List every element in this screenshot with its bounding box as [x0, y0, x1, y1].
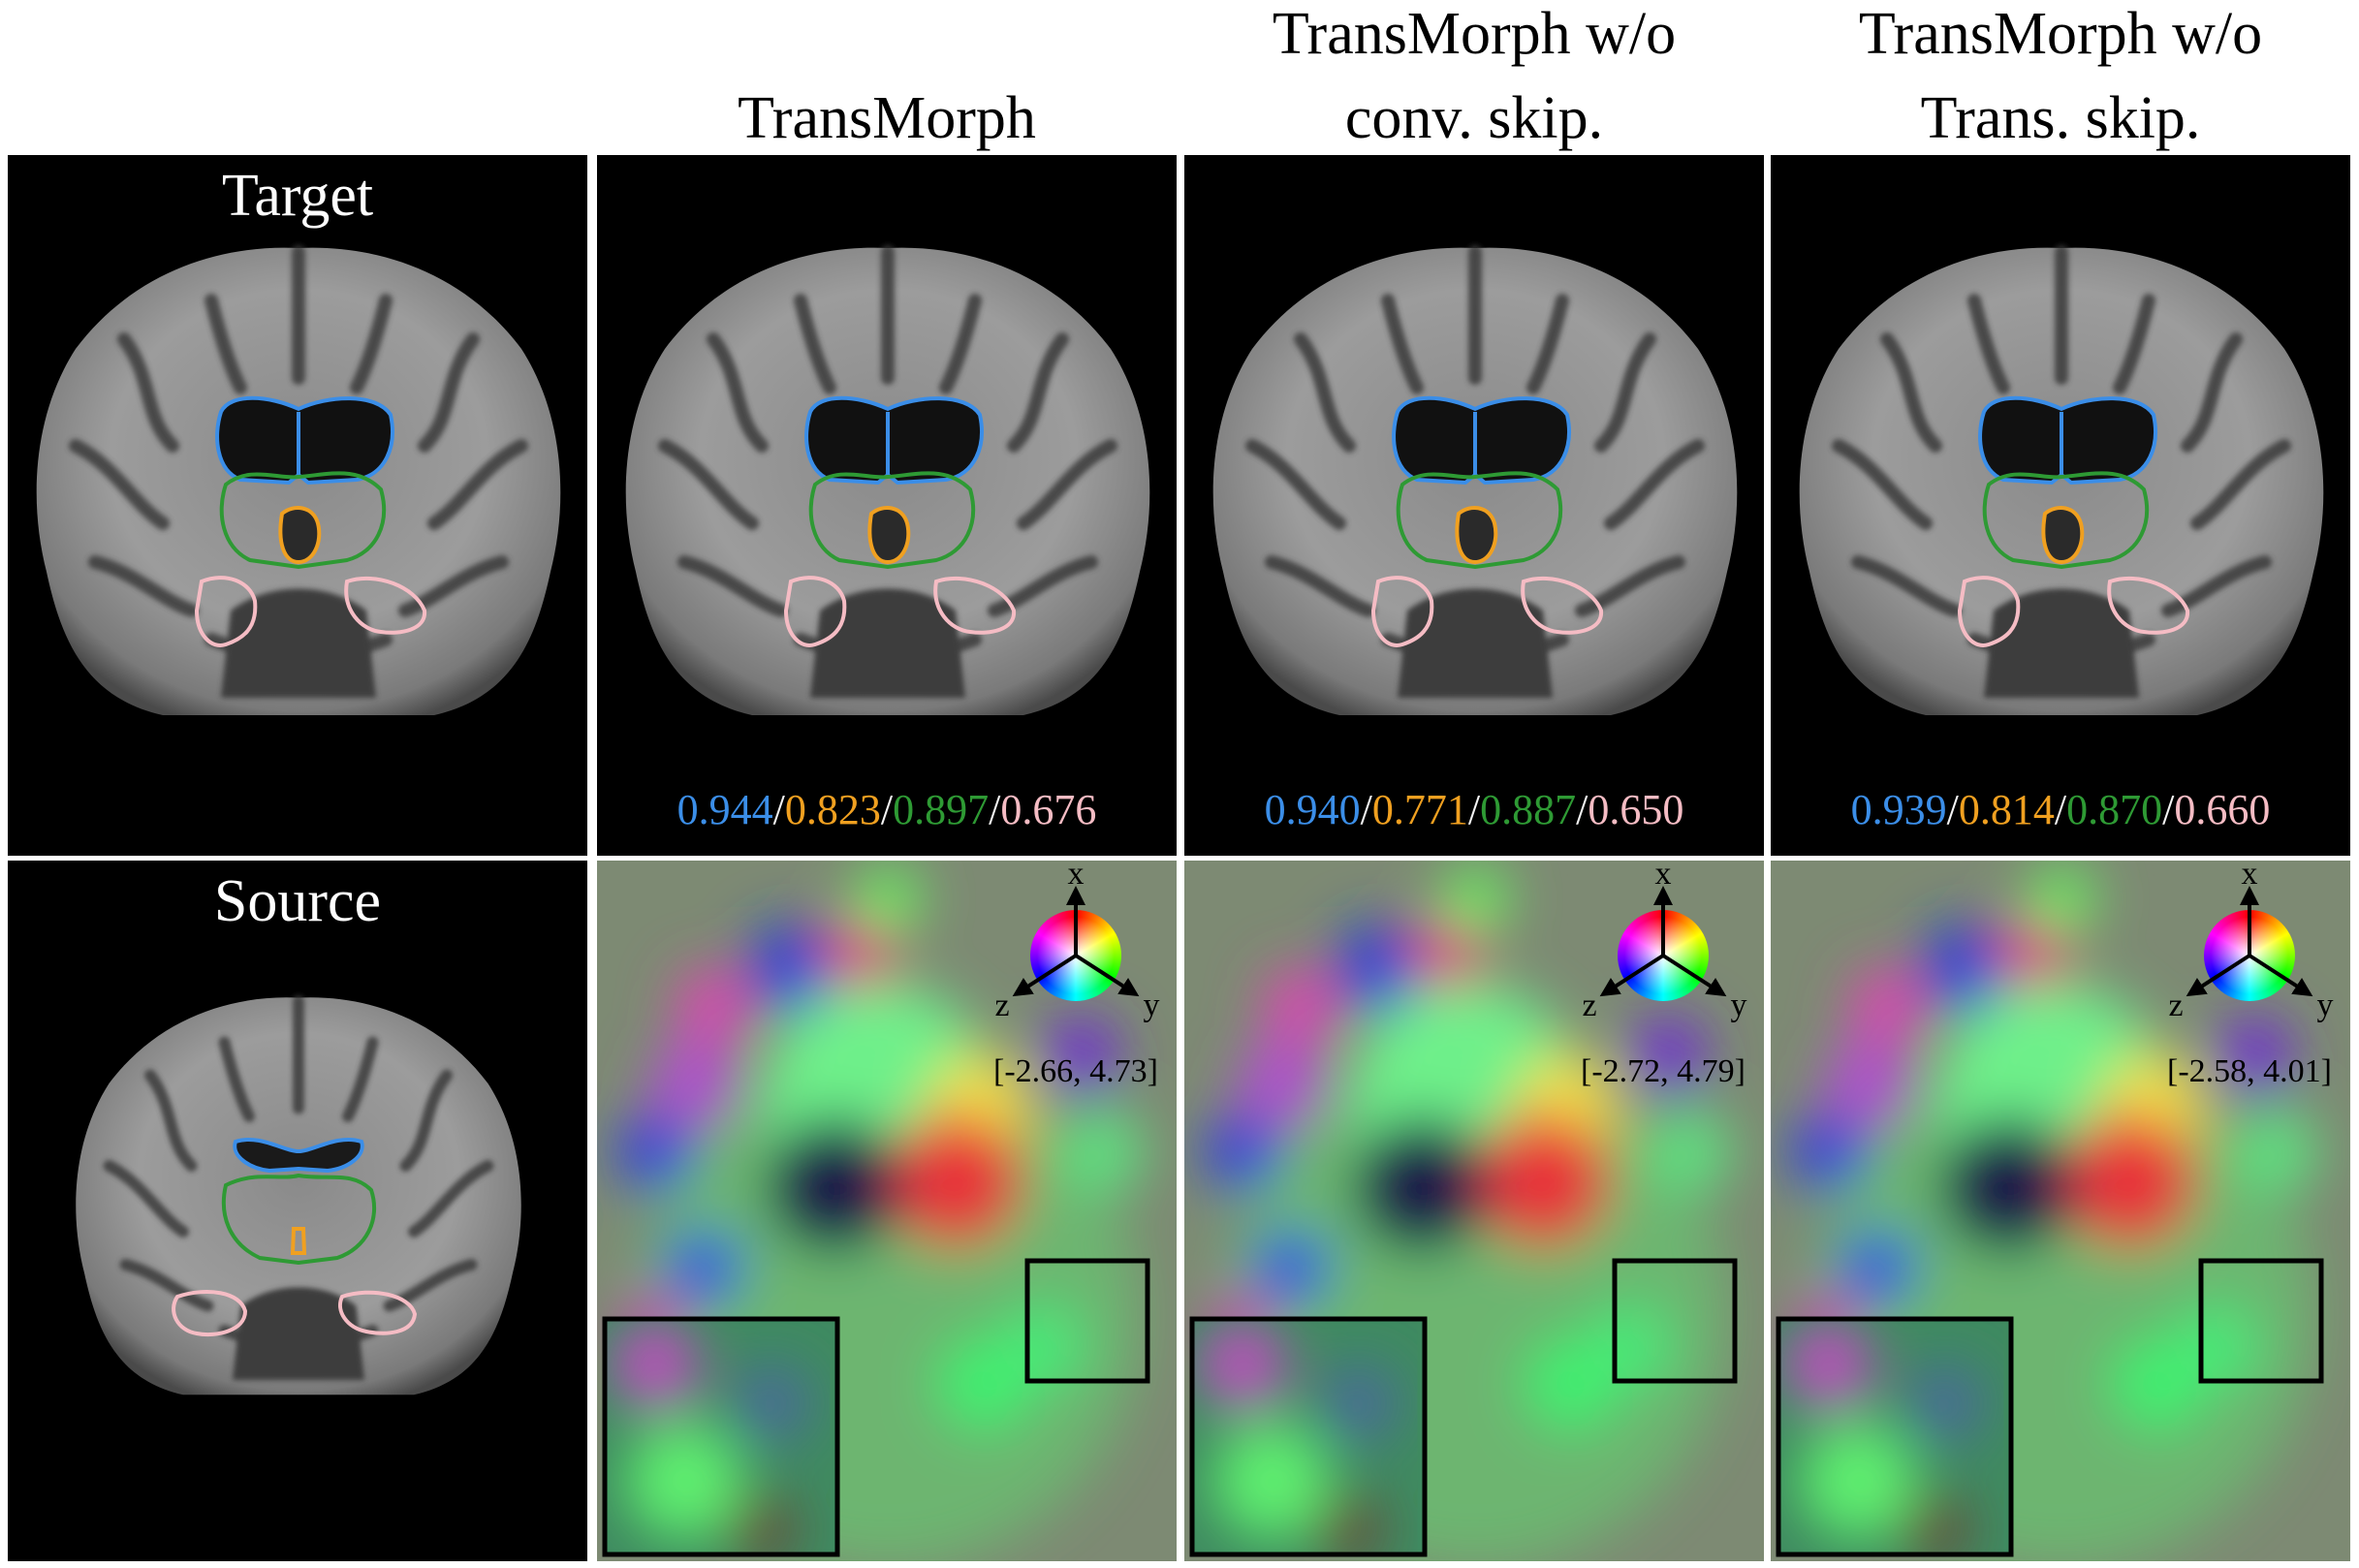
axis-label: z: [2168, 988, 2183, 1023]
separator: /: [2162, 786, 2175, 833]
axis-arrow: [1012, 954, 1078, 997]
column-title: TransMorph w/o: [1273, 1, 1676, 67]
axis-label: y: [1144, 988, 1160, 1023]
warped-panel: 0.939/0.814/0.870/0.660: [1771, 155, 2350, 856]
column-title: Trans. skip.: [1921, 85, 2201, 151]
dice-score: 0.870: [2066, 786, 2162, 833]
axis-arrow: [1074, 954, 1140, 997]
range-label: [-2.66, 4.73]: [993, 1053, 1158, 1089]
range-label: [-2.72, 4.79]: [1581, 1053, 1746, 1089]
column-title: TransMorph w/o: [1859, 1, 2262, 67]
separator: /: [1947, 786, 1960, 833]
axis-label: y: [2317, 988, 2334, 1023]
range-label: [-2.58, 4.01]: [2167, 1053, 2332, 1089]
axis-label: x: [2242, 856, 2258, 892]
separator: /: [881, 786, 894, 833]
target-panel: Target: [8, 155, 587, 856]
warped-panel: 0.944/0.823/0.897/0.676: [597, 155, 1177, 856]
dice-score: 0.660: [2174, 786, 2270, 833]
dice-score: 0.771: [1372, 786, 1468, 833]
separator: /: [1361, 786, 1373, 833]
dice-score: 0.814: [1959, 786, 2055, 833]
axis-label: z: [1582, 988, 1596, 1023]
axis-arrow: [1661, 954, 1727, 997]
source-panel: Source: [8, 861, 587, 1561]
image: [76, 997, 521, 1395]
dice-score: 0.823: [785, 786, 881, 833]
row-label: Source: [214, 868, 381, 934]
image: [1800, 248, 2324, 715]
separator: /: [1468, 786, 1481, 833]
axis-label: z: [994, 988, 1009, 1023]
separator: /: [1576, 786, 1588, 833]
dice-score: 0.944: [677, 786, 773, 833]
image: [1213, 248, 1738, 715]
image: [37, 248, 561, 715]
dice-score: 0.650: [1588, 786, 1683, 833]
image: [626, 248, 1150, 715]
axis-arrow: [2186, 954, 2251, 997]
row-label: Target: [222, 163, 373, 229]
dice-score: 0.676: [1000, 786, 1096, 833]
axis-arrow: [2248, 954, 2313, 997]
column-title: TransMorph: [738, 85, 1036, 151]
axis-label: x: [1068, 856, 1085, 892]
separator: /: [773, 786, 786, 833]
axis-label: x: [1655, 856, 1672, 892]
column-title: conv. skip.: [1345, 85, 1603, 151]
displacement-panel: x z y [-2.58, 4.01]: [1771, 856, 2350, 1568]
dice-score: 0.897: [893, 786, 989, 833]
axis-arrow: [1599, 954, 1665, 997]
warped-panel: 0.940/0.771/0.887/0.650: [1184, 155, 1764, 856]
dice-scores: 0.944/0.823/0.897/0.676: [677, 786, 1097, 833]
dice-score: 0.887: [1480, 786, 1576, 833]
dice-scores: 0.940/0.771/0.887/0.650: [1265, 786, 1684, 833]
dice-scores: 0.939/0.814/0.870/0.660: [1851, 786, 2271, 833]
separator: /: [989, 786, 1001, 833]
displacement-panel: x z y [-2.72, 4.79]: [1184, 856, 1764, 1568]
dice-score: 0.940: [1265, 786, 1361, 833]
separator: /: [2055, 786, 2067, 833]
dice-score: 0.939: [1851, 786, 1947, 833]
displacement-panel: x z y [-2.66, 4.73]: [597, 856, 1177, 1568]
axis-label: y: [1731, 988, 1747, 1023]
